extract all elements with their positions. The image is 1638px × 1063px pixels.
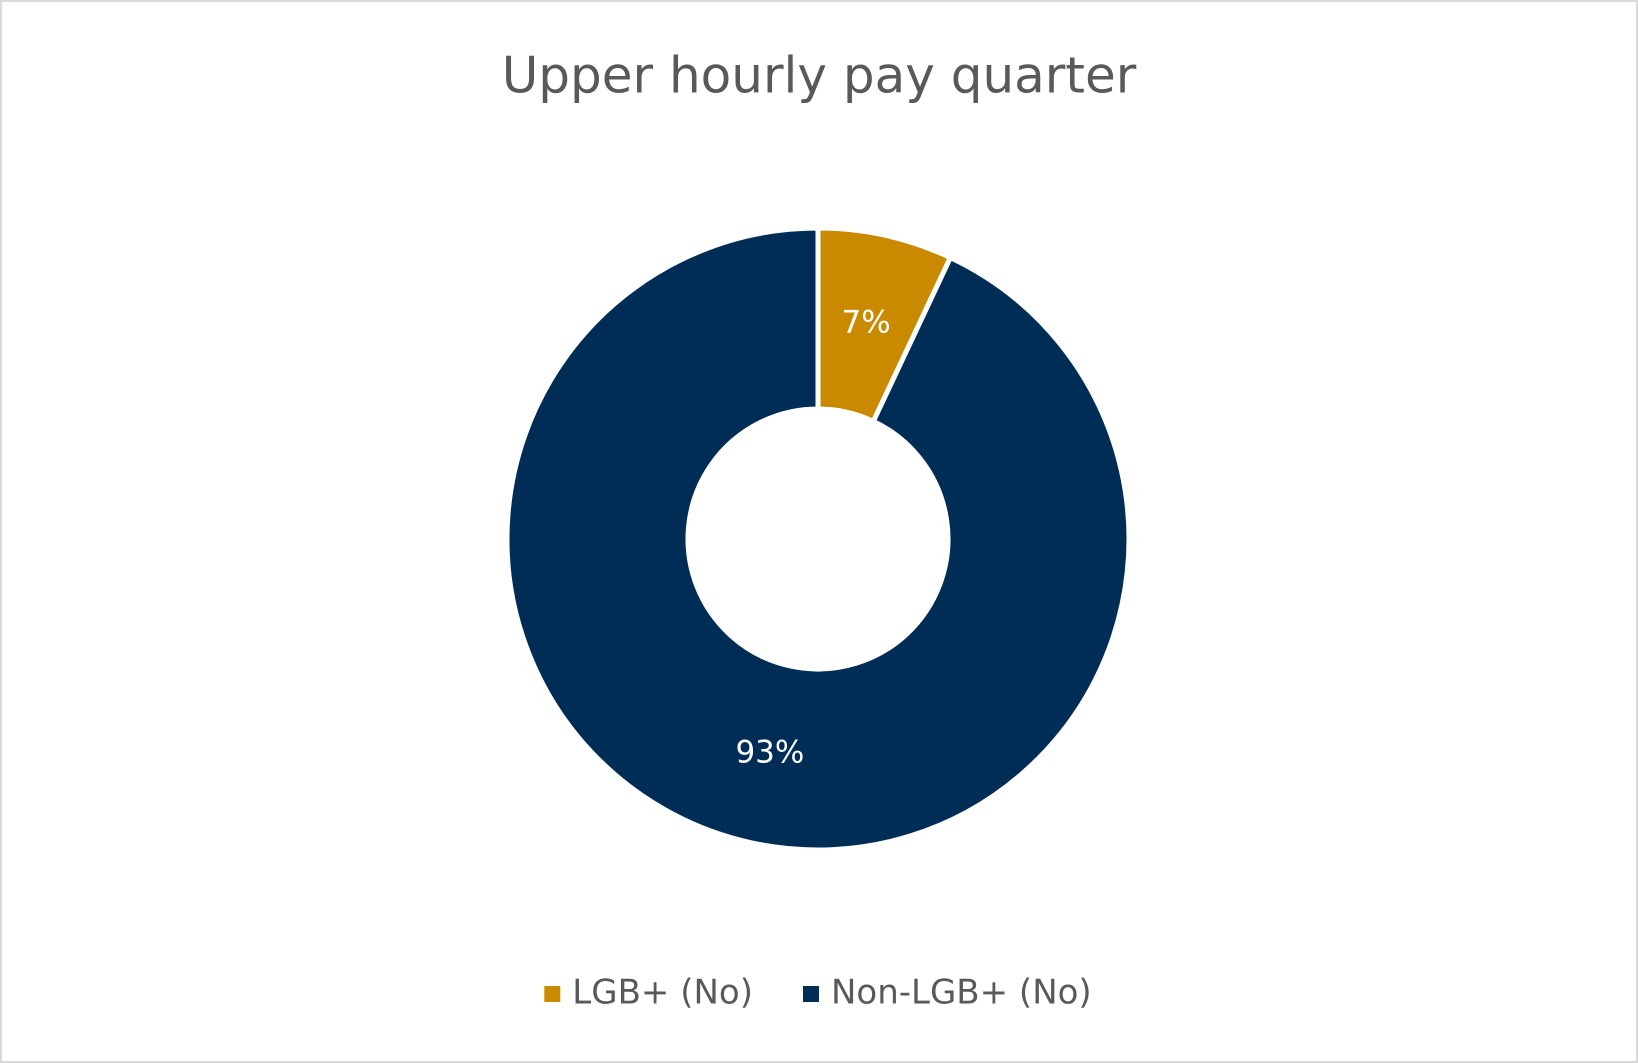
chart-title: Upper hourly pay quarter	[502, 47, 1137, 105]
legend-key	[544, 986, 561, 1002]
legend-key	[802, 986, 819, 1002]
legend-label: Non-LGB+ (No)	[831, 973, 1092, 1013]
data-label: 93%	[735, 735, 804, 771]
data-label: 7%	[842, 304, 891, 340]
legend-label: LGB+ (No)	[572, 973, 753, 1013]
donut-slice	[504, 225, 1132, 853]
